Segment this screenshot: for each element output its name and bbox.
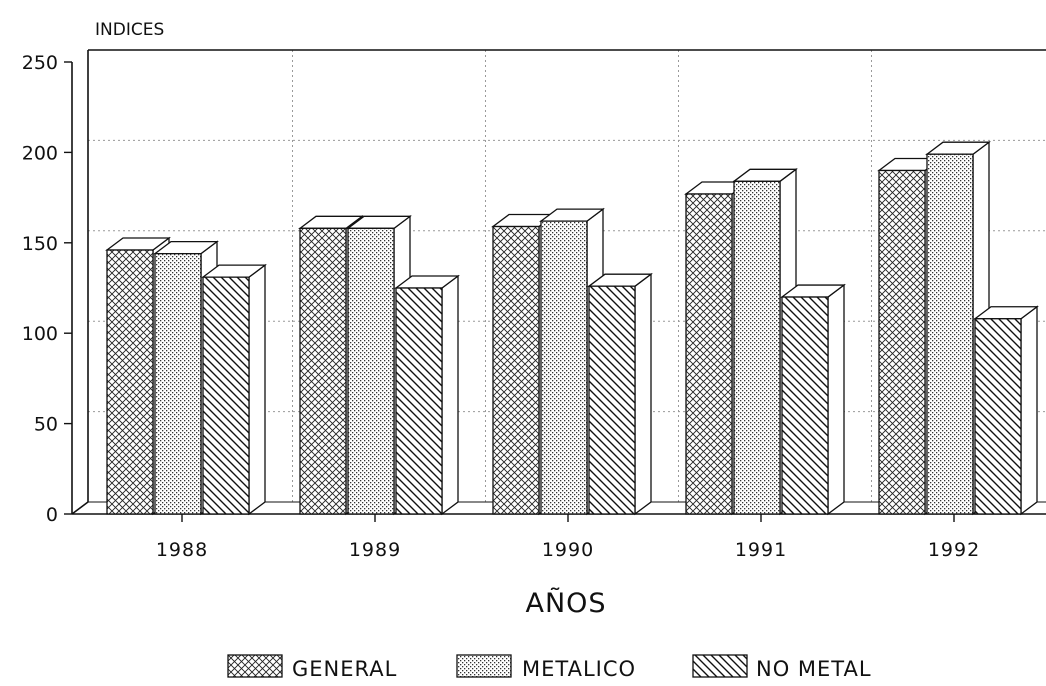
- legend: GENERAL METALICO NO METAL: [227, 654, 872, 681]
- y-tick-label: 50: [34, 414, 58, 436]
- legend-label: GENERAL: [292, 657, 397, 681]
- bar-no-metal-1992: [973, 305, 1039, 516]
- x-tick-label-1990: 1990: [542, 539, 594, 561]
- x-tick-label-1992: 1992: [928, 539, 980, 561]
- y-tick-label: 0: [46, 504, 58, 526]
- legend-item-no-metal: NO METAL: [692, 654, 872, 681]
- y-tick-label: 200: [22, 142, 58, 164]
- legend-label: METALICO: [522, 657, 636, 681]
- legend-item-metalico: METALICO: [456, 654, 636, 681]
- y-axis-title: INDICES: [95, 20, 164, 40]
- bars: [105, 140, 1039, 516]
- legend-swatch: [227, 654, 283, 678]
- tick-labels: 0 50 100 150 200 250 1988 1989 1990 1991 1992: [22, 52, 980, 561]
- y-axis-wall-edge: [71, 50, 89, 515]
- x-tick-label-1989: 1989: [349, 539, 401, 561]
- bar-no-metal-1990: [587, 272, 653, 516]
- bar-no-metal-1991: [780, 283, 846, 516]
- x-axis-title: AÑOS: [525, 587, 606, 619]
- y-tick-label: 150: [22, 233, 58, 255]
- legend-swatch: [456, 654, 512, 678]
- gridlines: [88, 49, 1046, 502]
- x-tick-label-1988: 1988: [156, 539, 208, 561]
- bar-no-metal-1988: [201, 263, 267, 516]
- x-tick-label-1991: 1991: [735, 539, 787, 561]
- legend-item-general: GENERAL: [227, 654, 397, 681]
- y-tick-label: 250: [22, 52, 58, 74]
- y-tick-label: 100: [22, 323, 58, 345]
- legend-label: NO METAL: [756, 657, 872, 681]
- legend-swatch: [692, 654, 748, 678]
- bar-no-metal-1989: [394, 274, 460, 516]
